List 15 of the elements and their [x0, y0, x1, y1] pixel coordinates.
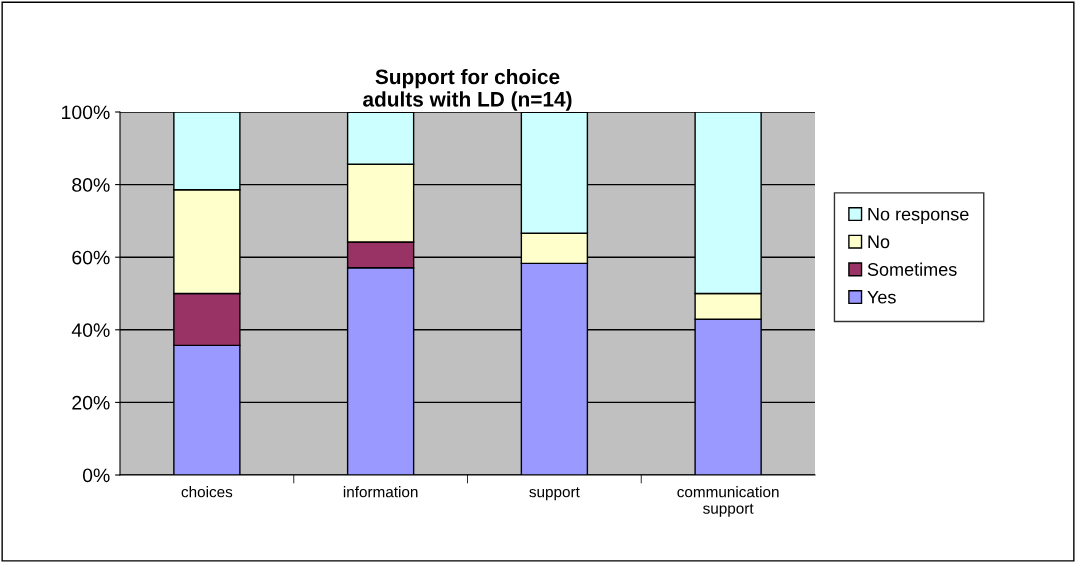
x-tick-label: choices — [181, 486, 233, 498]
chart-title: Support for choice adults with LD (n=14) — [363, 68, 572, 111]
legend-label: Yes — [867, 290, 896, 304]
x-tick-label: support — [529, 487, 580, 501]
x-tick-label: information — [343, 486, 418, 498]
y-tick-label: 20% — [72, 395, 110, 410]
y-tick-label: 100% — [62, 105, 110, 120]
legend-label: No — [868, 235, 890, 249]
legend-label: No response — [868, 207, 969, 225]
y-tick-label: 80% — [72, 178, 110, 192]
y-tick-label: 0% — [82, 468, 110, 483]
legend-label: Sometimes — [867, 262, 957, 276]
x-tick-label: communication support — [677, 486, 779, 517]
y-tick-label: 40% — [71, 323, 110, 338]
y-tick-label: 60% — [72, 250, 110, 265]
